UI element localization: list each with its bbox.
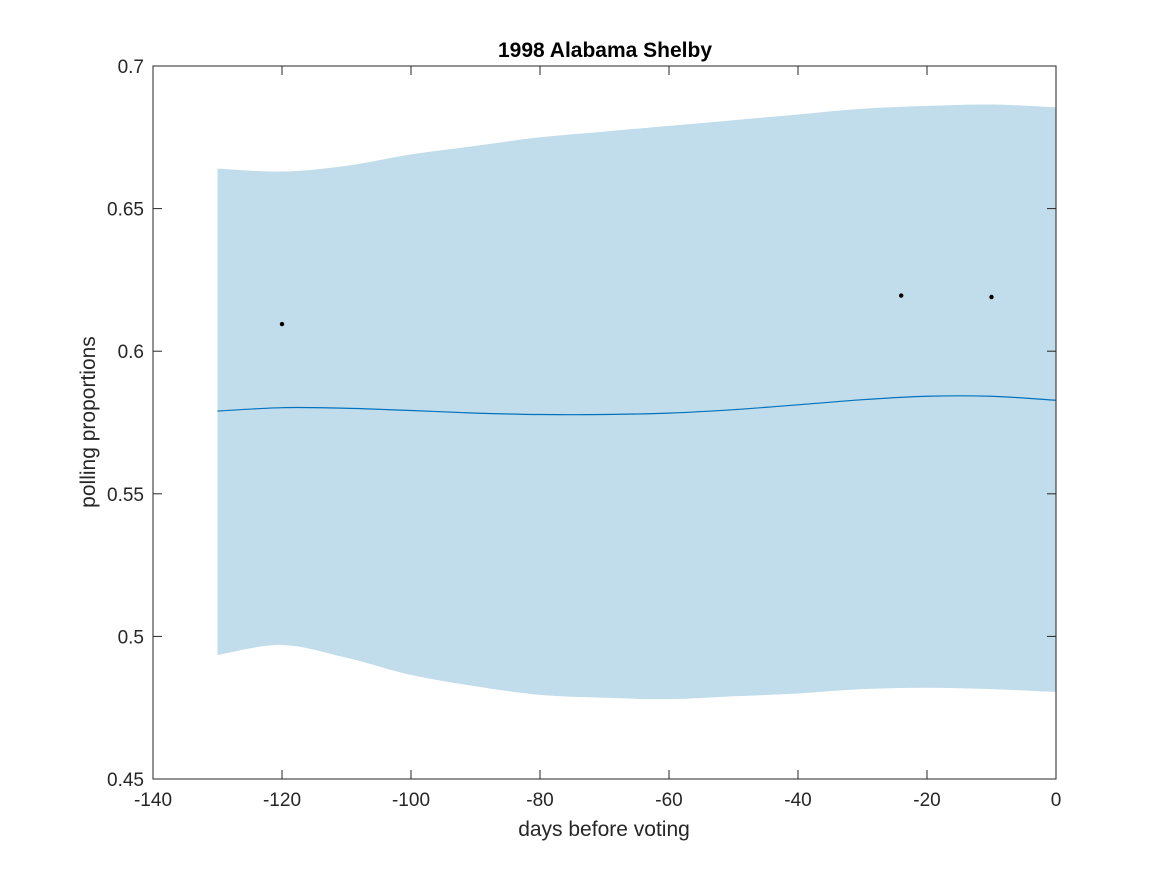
x-tick-label: -120 (263, 790, 301, 811)
y-tick-label: 0.7 (118, 57, 144, 78)
y-axis-title: polling proportions (77, 336, 100, 508)
poll-point (899, 293, 904, 298)
x-tick-label: -60 (655, 790, 682, 811)
x-tick-label: -80 (526, 790, 553, 811)
poll-point (989, 294, 994, 300)
x-tick-label: 0 (1051, 790, 1062, 811)
y-tick-label: 0.55 (107, 485, 144, 506)
y-tick-label: 0.5 (118, 627, 144, 648)
axes-box (152, 65, 1057, 780)
y-tick-label: 0.65 (107, 200, 144, 221)
confidence-band (217, 104, 1056, 700)
axes: -140 -120 -100 -80 -60 -40 -20 0 0.45 0.5 0.55 0.6 0… (107, 57, 1061, 811)
trend-line (217, 395, 1057, 416)
x-tick-label: -100 (392, 790, 430, 811)
poll-point (279, 321, 285, 327)
x-axis-title: days before voting (518, 818, 690, 841)
x-tick-label: -20 (913, 790, 940, 811)
y-tick-label: 0.6 (118, 342, 144, 363)
chart-title: 1998 Alabama Shelby (498, 39, 712, 62)
plot-area (217, 104, 1057, 700)
x-tick-label: -40 (784, 790, 811, 811)
x-tick-label: -140 (134, 790, 172, 811)
y-tick-label: 0.45 (107, 770, 144, 791)
